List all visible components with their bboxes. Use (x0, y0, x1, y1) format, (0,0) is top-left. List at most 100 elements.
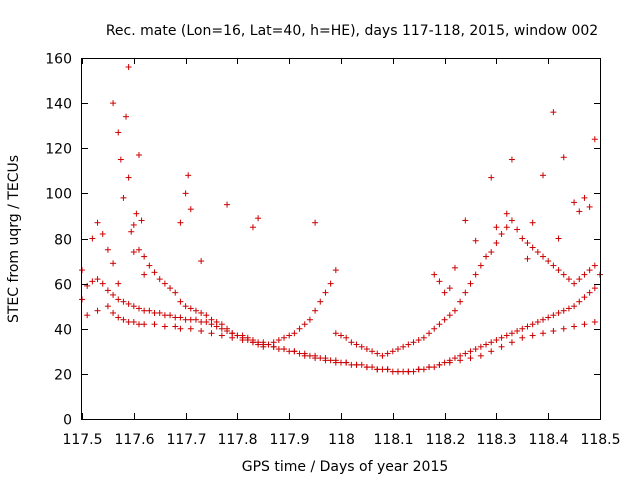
data-point (483, 341, 490, 348)
data-point (224, 201, 231, 208)
data-point (550, 262, 557, 269)
data-point (565, 305, 572, 312)
data-point (296, 325, 303, 332)
data-point (117, 156, 124, 163)
data-point (187, 316, 194, 323)
data-point (457, 298, 464, 305)
data-point (317, 355, 324, 362)
data-point (327, 280, 334, 287)
chart-title: Rec. mate (Lon=16, Lat=40, h=HE), days 1… (106, 23, 598, 39)
x-tick-label: 118.1 (373, 432, 413, 448)
data-point (115, 129, 122, 136)
data-point (477, 343, 484, 350)
x-tick-label: 118.3 (476, 432, 516, 448)
data-point (488, 348, 495, 355)
data-point (286, 348, 293, 355)
x-tick-label: 118 (328, 432, 355, 448)
data-point (123, 113, 130, 120)
data-point (576, 208, 583, 215)
data-point (130, 221, 137, 228)
x-tick-label: 118.4 (528, 432, 568, 448)
data-point (451, 264, 458, 271)
data-point (555, 309, 562, 316)
data-point (104, 287, 111, 294)
data-point (591, 136, 598, 143)
y-tick-label: 20 (54, 368, 72, 384)
data-point (358, 361, 365, 368)
data-point (410, 339, 417, 346)
data-point (451, 355, 458, 362)
data-point (394, 346, 401, 353)
data-point (431, 364, 438, 371)
data-point (441, 289, 448, 296)
data-point (146, 262, 153, 269)
data-point (192, 307, 199, 314)
data-point (431, 271, 438, 278)
data-point (133, 210, 140, 217)
data-point (125, 64, 132, 71)
data-point (540, 316, 547, 323)
y-tick-label: 120 (45, 142, 72, 158)
data-point (84, 282, 91, 289)
data-point (529, 332, 536, 339)
data-point (405, 341, 412, 348)
data-point (426, 364, 433, 371)
data-point (524, 323, 531, 330)
data-point (343, 359, 350, 366)
data-point (187, 305, 194, 312)
data-point (203, 312, 210, 319)
data-point (560, 271, 567, 278)
x-tick-label: 117.6 (114, 432, 154, 448)
data-point (249, 224, 256, 231)
data-point (138, 217, 145, 224)
data-point (555, 235, 562, 242)
data-point (291, 348, 298, 355)
data-point (363, 346, 370, 353)
data-point (234, 332, 241, 339)
data-point (457, 357, 464, 364)
x-axis: 117.5 117.6 117.7 117.8 117.9 118 118.1 118.2 11… (62, 58, 621, 448)
data-point (519, 334, 526, 341)
data-point (306, 352, 313, 359)
data-point (218, 325, 225, 332)
data-point (167, 312, 174, 319)
data-point (514, 226, 521, 233)
data-point (182, 316, 189, 323)
data-point (483, 253, 490, 260)
data-point (462, 350, 469, 357)
data-point (338, 359, 344, 366)
data-point (94, 219, 101, 226)
data-point (374, 366, 381, 373)
data-point (125, 318, 132, 325)
data-point (545, 314, 552, 321)
data-point (586, 203, 593, 210)
data-point (177, 298, 184, 305)
data-point (198, 309, 205, 316)
data-point (208, 321, 215, 328)
data-point (185, 172, 192, 179)
y-tick-label: 160 (45, 52, 72, 68)
data-point (135, 246, 142, 253)
y-tick-label: 80 (54, 233, 72, 249)
data-point (291, 330, 298, 337)
data-point (369, 348, 376, 355)
data-point (441, 316, 448, 323)
data-point (363, 364, 370, 371)
data-point (198, 318, 205, 325)
data-point (296, 350, 303, 357)
data-point (317, 298, 324, 305)
data-point (529, 244, 536, 251)
data-point (141, 321, 148, 328)
data-point (498, 334, 505, 341)
data-point (177, 219, 184, 226)
data-point (135, 321, 142, 328)
x-tick-label: 118.2 (425, 432, 465, 448)
data-point (327, 357, 334, 364)
data-point (312, 307, 319, 314)
data-point (110, 309, 117, 316)
data-point (89, 278, 96, 285)
data-point (332, 267, 339, 274)
data-point (384, 366, 391, 373)
data-point (115, 314, 122, 321)
data-point (218, 332, 225, 339)
